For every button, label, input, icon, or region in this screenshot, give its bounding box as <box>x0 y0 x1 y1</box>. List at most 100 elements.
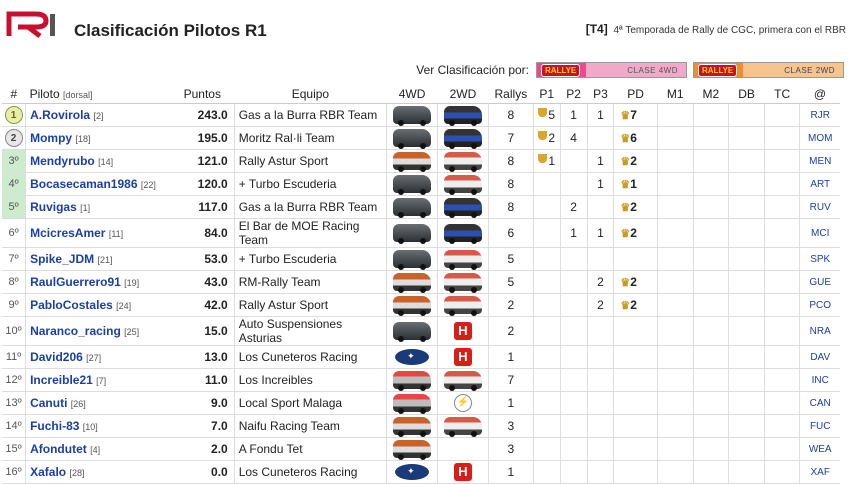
driver-code-link[interactable]: RUV <box>799 195 840 219</box>
dorsal: [26] <box>70 399 86 409</box>
p1-cell <box>532 172 561 196</box>
driver-code-link[interactable]: SPK <box>799 247 840 271</box>
tc-cell <box>763 437 800 461</box>
m1-cell <box>656 218 694 248</box>
class-4wd-button[interactable]: RALLYE CLASE 4WD <box>536 62 687 78</box>
page-title: Clasificación Pilotos R1 <box>74 21 267 40</box>
rallys-cell: 2 <box>487 316 534 346</box>
driver-link[interactable]: McicresAmer <box>30 226 106 240</box>
car-icon <box>393 198 432 218</box>
dorsal: [1] <box>80 203 91 213</box>
db-cell <box>728 172 765 196</box>
driver-link[interactable]: Xafalo <box>30 465 67 479</box>
cup-icon: ♛ <box>620 179 631 191</box>
position-cell: 3º <box>2 149 27 173</box>
driver-link[interactable]: Increible21 <box>30 373 93 387</box>
points-cell: 7.0 <box>170 414 235 438</box>
rallys-cell: 8 <box>487 103 534 127</box>
table-row: 10º Naranco_racing [25] 15.0 Auto Suspensio… <box>2 316 840 346</box>
cup-icon: ♛ <box>620 202 631 214</box>
points-cell: 2.0 <box>170 437 235 461</box>
driver-code-link[interactable]: RJR <box>799 103 840 127</box>
driver-code-link[interactable]: CAN <box>799 391 840 415</box>
driver-code-link[interactable]: XAF <box>799 460 840 484</box>
driver-link[interactable]: Spike_JDM <box>30 252 95 266</box>
rallys-cell: 6 <box>487 218 534 248</box>
driver-code-link[interactable]: DAV <box>799 345 840 369</box>
driver-link[interactable]: Fuchi-83 <box>30 419 80 433</box>
driver-code-link[interactable]: MOM <box>799 126 840 150</box>
class-2wd-button[interactable]: RALLYE CLASE 2WD <box>693 62 844 78</box>
team-cell: El Bar de MOE Racing Team <box>233 218 387 248</box>
col-pos: # <box>2 84 26 104</box>
table-row: 5º Ruvigas [1] 117.0 Gas a la Burra RBR Tea… <box>2 195 840 219</box>
team-cell: + Turbo Escuderia <box>233 172 387 196</box>
car-4wd-cell <box>386 247 438 271</box>
season-info: [T4] 4ª Temporada de Rally de CGC, prime… <box>586 22 846 36</box>
position-label: 5º <box>8 201 19 213</box>
opel-logo-icon: ⚡ <box>453 394 472 412</box>
driver-code-link[interactable]: INC <box>799 368 840 392</box>
points-cell: 195.0 <box>170 126 235 150</box>
m1-cell <box>656 103 694 127</box>
pd-cell: ♛2 <box>613 195 658 219</box>
p1-cell <box>532 316 561 346</box>
driver-link[interactable]: Ruvigas <box>30 200 77 214</box>
team-cell: Auto Suspensiones Asturias <box>233 316 387 346</box>
driver-code-link[interactable]: NRA <box>799 316 840 346</box>
db-cell <box>728 149 765 173</box>
table-row: 4º Bocasecaman1986 [22] 120.0 + Turbo Escud… <box>2 172 840 196</box>
position-label: 16º <box>5 466 22 478</box>
driver-code-link[interactable]: FUC <box>799 414 840 438</box>
m1-cell <box>656 195 694 219</box>
db-cell <box>728 316 765 346</box>
driver-code-link[interactable]: MEN <box>799 149 840 173</box>
position-cell: 14º <box>2 414 27 438</box>
driver-code-link[interactable]: MCI <box>799 218 840 248</box>
db-cell <box>728 195 765 219</box>
driver-cell: RaulGuerrero91 [19] <box>25 270 171 294</box>
dorsal: [2] <box>93 111 104 121</box>
driver-link[interactable]: Naranco_racing <box>30 324 121 338</box>
p2-cell: 1 <box>559 103 587 127</box>
p1-cell <box>532 460 561 484</box>
driver-link[interactable]: Mendyrubo <box>30 154 95 168</box>
driver-link[interactable]: Mompy <box>30 131 73 145</box>
car-2wd-cell <box>437 247 489 271</box>
driver-link[interactable]: David206 <box>30 350 83 364</box>
driver-link[interactable]: Bocasecaman1986 <box>30 177 138 191</box>
driver-link[interactable]: A.Rovirola <box>30 108 91 122</box>
driver-code-link[interactable]: PCO <box>799 293 840 317</box>
points-cell: 243.0 <box>170 103 235 127</box>
honda-logo-icon: H <box>453 463 472 481</box>
tc-cell <box>763 368 800 392</box>
classification-filter: Ver Clasificación por: RALLYE CLASE 4WD … <box>416 62 844 78</box>
position-cell: 4º <box>2 172 27 196</box>
p1-cell <box>532 437 561 461</box>
pd-cell: ♛2 <box>613 293 658 317</box>
driver-code-link[interactable]: WEA <box>799 437 840 461</box>
driver-code-link[interactable]: GUE <box>799 270 840 294</box>
col-m2: M2 <box>693 84 729 104</box>
car-icon <box>443 224 482 244</box>
driver-cell: A.Rovirola [2] <box>25 103 171 127</box>
p3-cell <box>586 437 614 461</box>
m2-cell <box>692 460 729 484</box>
car-icon <box>393 371 432 391</box>
team-cell: Gas a la Burra RBR Team <box>233 195 387 219</box>
m1-cell <box>656 368 694 392</box>
driver-link[interactable]: Canuti <box>30 396 68 410</box>
p2-cell <box>559 316 587 346</box>
table-row: 9º PabloCostales [24] 42.0 Rally Astur Spor… <box>2 293 840 317</box>
car-2wd-cell: H <box>437 316 489 346</box>
driver-code-link[interactable]: ART <box>799 172 840 196</box>
driver-link[interactable]: Afondutet <box>30 442 87 456</box>
p2-cell <box>559 149 587 173</box>
car-4wd-cell <box>386 195 438 219</box>
driver-link[interactable]: PabloCostales <box>30 298 113 312</box>
car-2wd-cell <box>437 437 489 461</box>
car-4wd-cell <box>386 460 438 484</box>
p2-cell <box>559 345 587 369</box>
driver-link[interactable]: RaulGuerrero91 <box>30 275 121 289</box>
